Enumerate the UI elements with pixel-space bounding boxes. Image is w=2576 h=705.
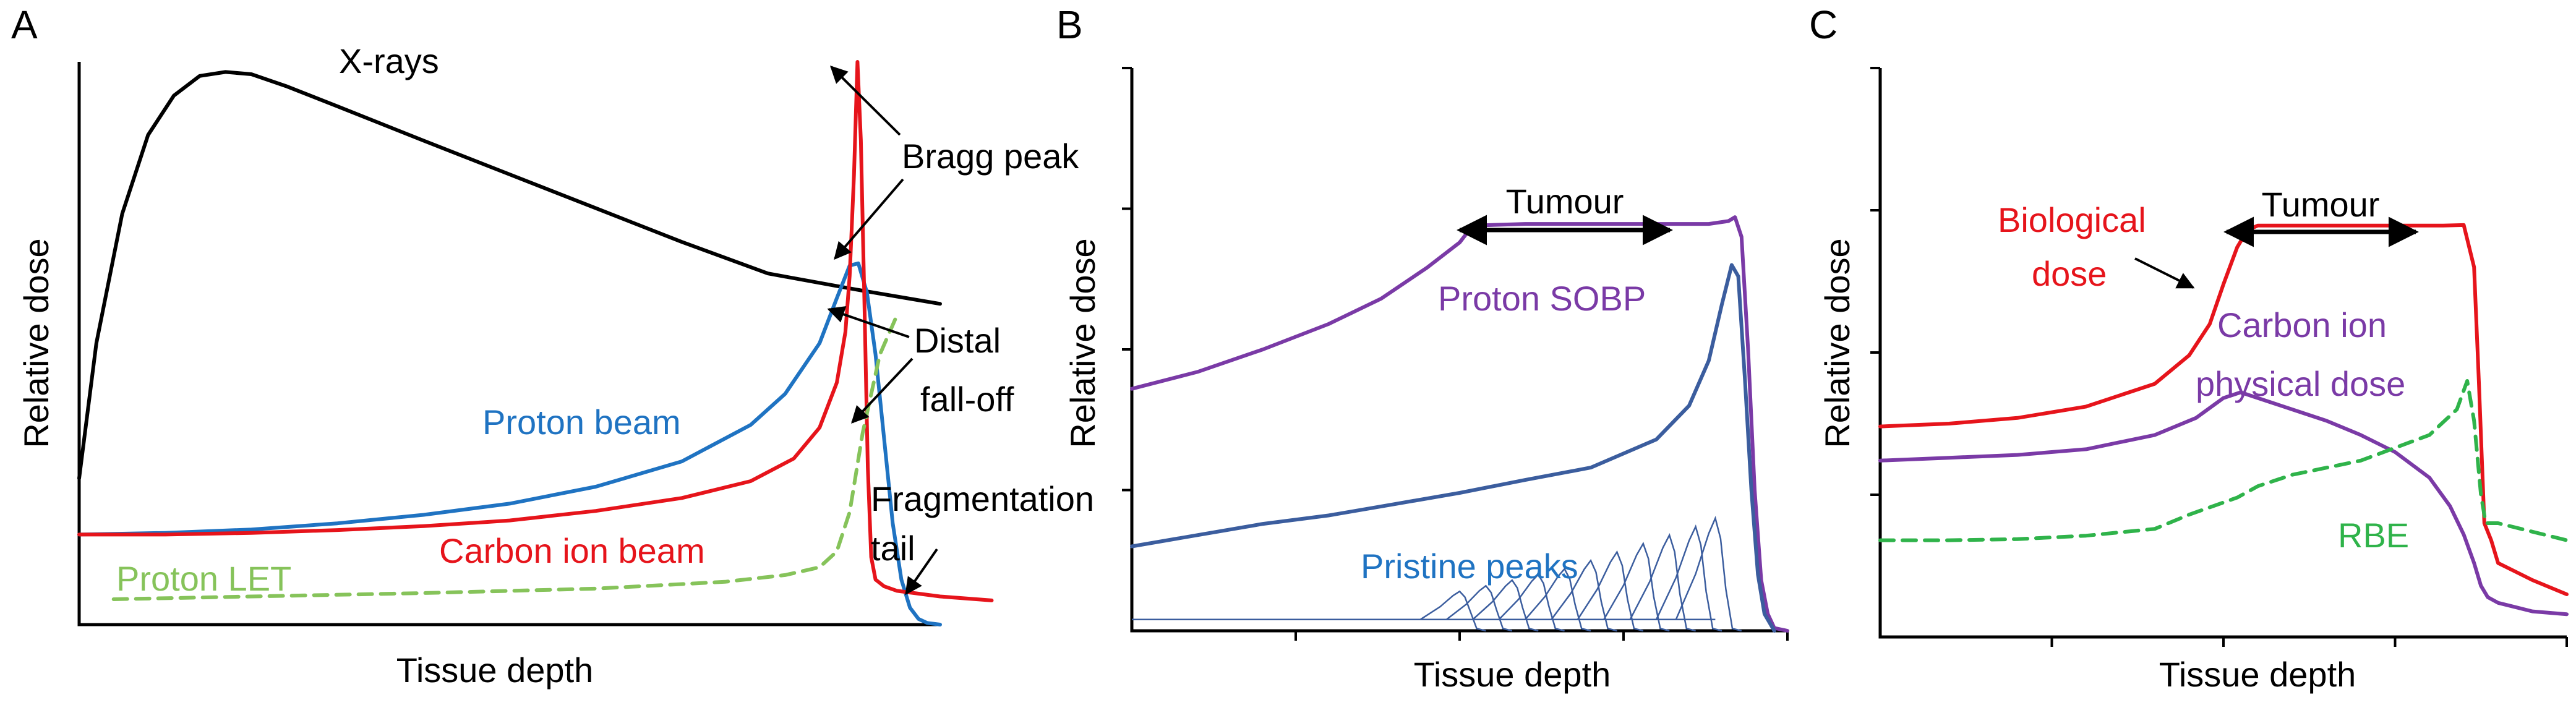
panel-a-bragg-arrow-bottom (834, 178, 904, 260)
series-rbe-line (1878, 379, 2569, 542)
panel-a-bragg-arrow-top (830, 66, 901, 136)
axis-lines (1130, 68, 1787, 633)
pristine-peak-line (1577, 550, 1644, 632)
panel-c-plot (1878, 223, 2569, 617)
panel-c-ylabel: Relative dose (1818, 238, 1857, 448)
panel-c-xlabel: Tissue depth (2159, 655, 2356, 694)
pristine-peak-line (1629, 533, 1696, 632)
panel-b-plot (1130, 215, 1789, 633)
panel-c-carbon-label-1: Carbon ion (2217, 306, 2387, 344)
series-pristine-peak-distal--line (1130, 263, 1776, 633)
axis-lines (77, 62, 940, 626)
series-proton-beam-line (77, 261, 942, 626)
panel-a-distal-arrow-bottom (851, 357, 914, 424)
panel-b-pristine-label: Pristine peaks (1361, 547, 1578, 586)
panel-b-axes (1122, 67, 1789, 641)
panel-a-fragmentation-label-1: Fragmentation (871, 479, 1094, 518)
panel-c-bio-label-2: dose (2032, 254, 2107, 293)
panel-c-axes (1870, 67, 2568, 647)
panel-a-carbon-beam-label: Carbon ion beam (439, 531, 705, 570)
panel-c: C Tissue depth Relative dose Tumour Biol… (1809, 2, 2569, 694)
panel-c-bio-label-1: Biological (1998, 200, 2146, 239)
panel-c-tumour-label: Tumour (2262, 185, 2380, 224)
panel-a-plot (77, 60, 994, 626)
panel-a: A Tissue depth Relative dose X-rays Brag… (11, 2, 1094, 690)
panel-a-proton-let-label: Proton LET (116, 559, 291, 598)
panel-a-distal-label-1: Distal (914, 321, 1001, 360)
panel-c-bio-arrow (2134, 257, 2195, 289)
pristine-peak-line (1446, 584, 1513, 632)
pristine-peak-line (1525, 567, 1591, 632)
panel-a-letter: A (11, 2, 38, 47)
panel-a-xlabel: Tissue depth (396, 651, 594, 690)
panel-b: B Tissue depth Relative dose Tumour Prot… (1056, 2, 1789, 694)
panel-b-tumour-label: Tumour (1506, 182, 1624, 221)
panel-b-ylabel: Relative dose (1063, 238, 1102, 448)
pristine-peak-line (1675, 516, 1742, 632)
pristine-peak-line (1655, 524, 1722, 632)
panel-a-ylabel: Relative dose (17, 238, 56, 448)
series-x-rays-line (77, 70, 942, 481)
panel-a-distal-arrow-top (827, 306, 910, 338)
panel-c-carbon-label-2: physical dose (2196, 364, 2405, 403)
pristine-peak-line (1498, 573, 1565, 632)
panel-a-fragmentation-label-2: tail (871, 529, 915, 568)
axis-lines (1878, 68, 2567, 639)
series-carbon-ion-beam-line (77, 60, 994, 602)
panel-b-xlabel: Tissue depth (1414, 655, 1611, 694)
panel-a-xrays-label: X-rays (339, 41, 439, 80)
pristine-peak-line (1603, 542, 1670, 632)
panel-b-letter: B (1056, 2, 1083, 47)
panel-a-proton-beam-label: Proton beam (482, 403, 681, 442)
panel-a-axes (77, 62, 940, 626)
series-proton-let-line (111, 313, 899, 601)
panel-c-letter: C (1809, 2, 1838, 47)
pristine-peak-line (1472, 579, 1539, 632)
pristine-peak-line (1551, 558, 1617, 632)
panel-a-fragmentation-arrow (905, 548, 938, 596)
panel-c-rbe-label: RBE (2338, 516, 2409, 555)
series-carbon-ion-physical-dose-line (1878, 390, 2569, 617)
panel-a-bragg-label: Bragg peak (902, 137, 1079, 176)
panel-b-sobp-label: Proton SOBP (1438, 279, 1646, 318)
pristine-peak-line (1419, 590, 1486, 632)
panel-a-distal-label-2: fall-off (920, 380, 1014, 419)
